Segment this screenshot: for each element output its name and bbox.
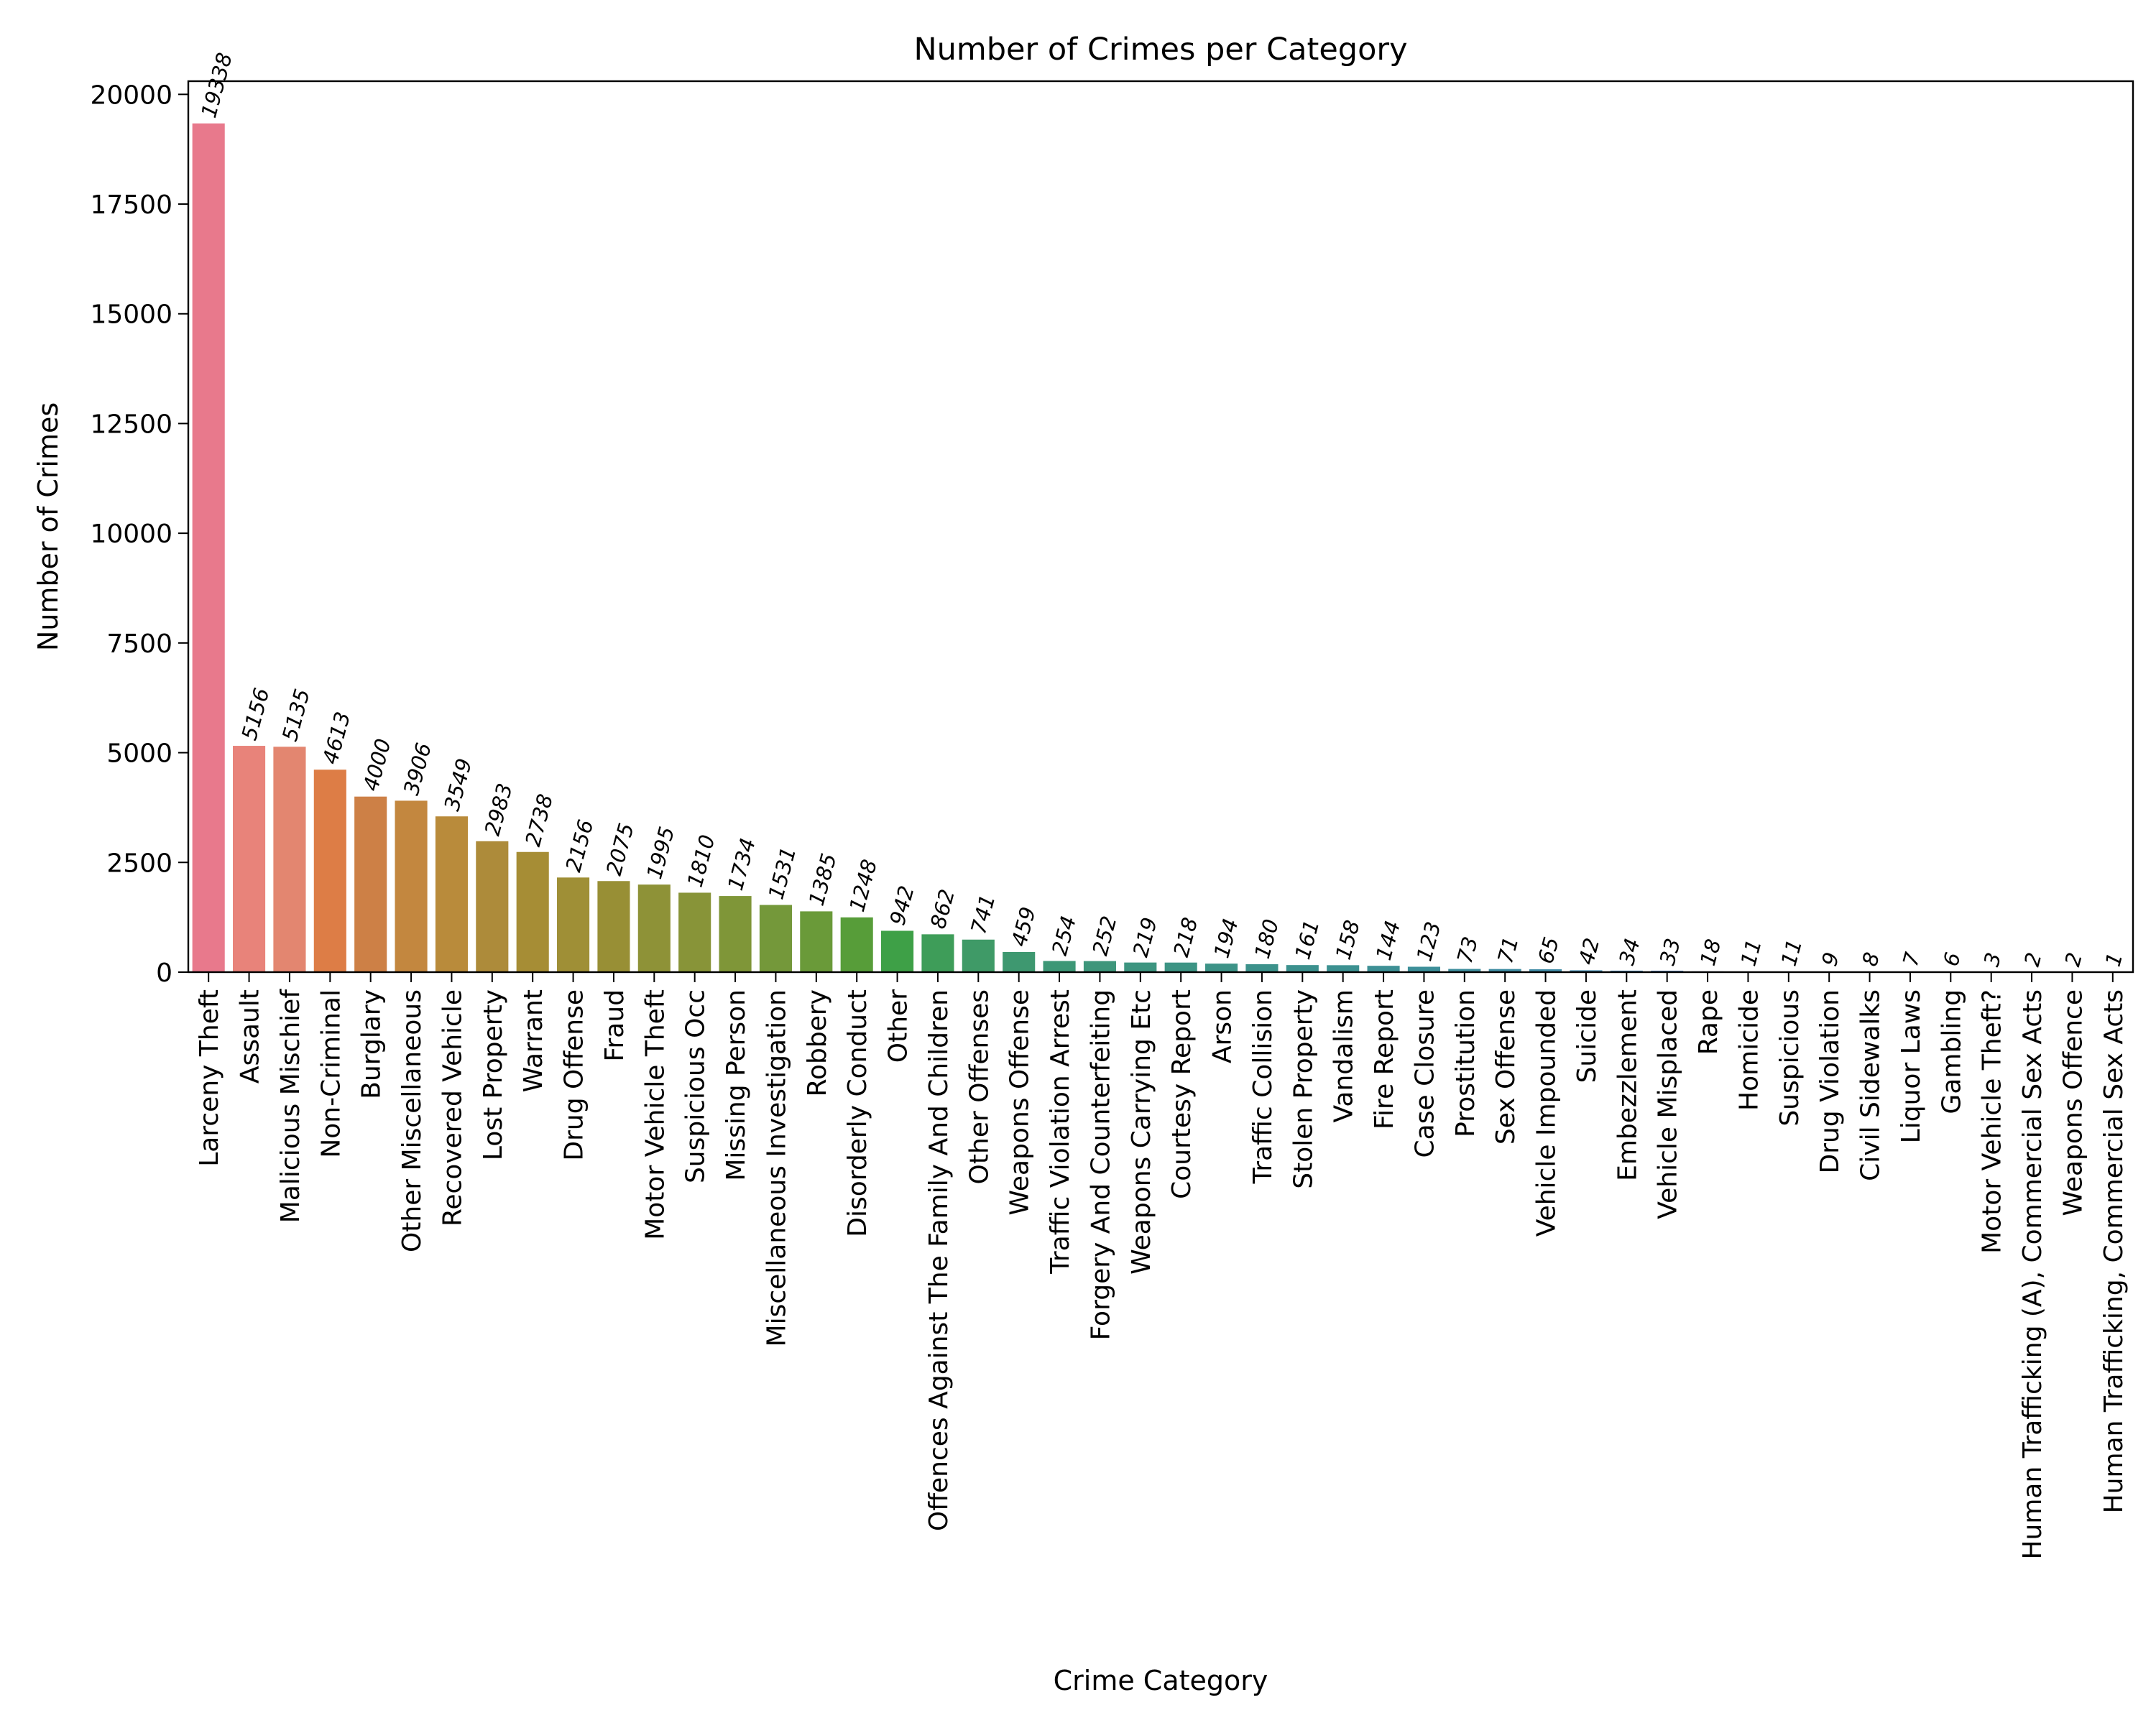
x-tick-label: Homicide bbox=[1734, 989, 1764, 1111]
x-tick-label: Disorderly Conduct bbox=[843, 989, 872, 1237]
x-tick-label: Drug Offense bbox=[560, 989, 589, 1161]
bar bbox=[1245, 964, 1278, 972]
x-tick-label: Suspicious bbox=[1775, 989, 1805, 1127]
bar bbox=[1286, 965, 1319, 972]
x-tick-label: Weapons Carrying Etc bbox=[1127, 989, 1156, 1275]
bar bbox=[597, 881, 630, 972]
bar bbox=[800, 911, 832, 972]
x-tick-label: Traffic Collision bbox=[1248, 989, 1278, 1184]
bar bbox=[1084, 961, 1116, 972]
y-tick-label: 15000 bbox=[90, 300, 172, 330]
x-tick-label: Human Trafficking (A), Commercial Sex Ac… bbox=[2018, 989, 2047, 1560]
bar bbox=[1327, 965, 1359, 972]
x-tick-label: Prostitution bbox=[1451, 989, 1480, 1137]
bar bbox=[962, 940, 995, 972]
x-tick-label: Weapons Offence bbox=[2058, 989, 2088, 1216]
x-tick-label: Lost Property bbox=[479, 989, 508, 1160]
x-tick-label: Motor Vehicle Theft bbox=[640, 989, 670, 1240]
y-tick-label: 10000 bbox=[90, 519, 172, 549]
x-tick-label: Liquor Laws bbox=[1897, 989, 1926, 1143]
bar bbox=[881, 930, 913, 972]
bar bbox=[841, 918, 873, 972]
x-tick-label: Fire Report bbox=[1370, 989, 1399, 1129]
x-tick-label: Forgery And Counterfeiting bbox=[1086, 989, 1115, 1340]
y-tick-label: 2500 bbox=[106, 849, 172, 878]
bar bbox=[1124, 963, 1156, 972]
x-tick-label: Fraud bbox=[600, 989, 630, 1062]
y-tick-label: 0 bbox=[156, 958, 172, 988]
x-tick-label: Warrant bbox=[519, 989, 548, 1092]
x-tick-label: Offences Against The Family And Children bbox=[924, 989, 954, 1531]
bar bbox=[678, 892, 711, 972]
bar bbox=[314, 770, 346, 972]
x-tick-label: Arson bbox=[1208, 989, 1238, 1063]
x-tick-label: Weapons Offense bbox=[1005, 989, 1035, 1216]
x-tick-label: Suicide bbox=[1572, 989, 1602, 1083]
x-tick-label: Traffic Violation Arrest bbox=[1046, 989, 1075, 1275]
x-tick-label: Larceny Theft bbox=[195, 989, 224, 1167]
bar bbox=[760, 905, 792, 972]
bar bbox=[1165, 963, 1197, 972]
x-tick-label: Stolen Property bbox=[1289, 989, 1318, 1189]
x-tick-label: Gambling bbox=[1937, 989, 1966, 1114]
bar bbox=[638, 884, 671, 972]
x-tick-label: Other Miscellaneous bbox=[397, 989, 427, 1252]
bar bbox=[436, 816, 468, 972]
x-tick-label: Rape bbox=[1694, 989, 1723, 1055]
y-tick-label: 17500 bbox=[90, 190, 172, 220]
y-tick-label: 12500 bbox=[90, 410, 172, 439]
x-tick-label: Case Closure bbox=[1410, 989, 1439, 1158]
x-axis-title: Crime Category bbox=[1054, 1665, 1268, 1696]
x-tick-label: Robbery bbox=[803, 989, 832, 1096]
x-tick-label: Recovered Vehicle bbox=[438, 989, 467, 1226]
bar bbox=[1205, 964, 1238, 972]
x-tick-label: Vehicle Impounded bbox=[1532, 989, 1562, 1237]
x-tick-label: Drug Violation bbox=[1815, 989, 1845, 1174]
bar bbox=[273, 747, 305, 972]
bar bbox=[1368, 966, 1400, 972]
x-tick-label: Malicious Mischief bbox=[276, 989, 305, 1224]
y-tick-label: 7500 bbox=[106, 629, 172, 659]
bar bbox=[395, 800, 428, 972]
x-tick-label: Sex Offense bbox=[1491, 989, 1521, 1145]
bar bbox=[921, 934, 954, 972]
y-tick-label: 5000 bbox=[106, 739, 172, 769]
bar bbox=[233, 746, 265, 972]
x-tick-label: Miscellaneous Investigation bbox=[762, 989, 791, 1346]
x-tick-label: Courtesy Report bbox=[1167, 989, 1197, 1199]
x-tick-label: Vehicle Misplaced bbox=[1654, 989, 1683, 1219]
x-tick-label: Other Offenses bbox=[964, 989, 994, 1184]
x-tick-label: Other bbox=[884, 989, 913, 1063]
y-axis-title: Number of Crimes bbox=[32, 402, 64, 651]
x-tick-label: Non-Criminal bbox=[316, 989, 346, 1158]
bar bbox=[719, 896, 752, 972]
bar bbox=[557, 877, 589, 972]
x-tick-label: Vandalism bbox=[1330, 989, 1359, 1122]
y-tick-label: 20000 bbox=[90, 80, 172, 110]
x-tick-label: Civil Sidewalks bbox=[1856, 989, 1886, 1181]
x-tick-label: Suspicious Occ bbox=[681, 989, 711, 1183]
bar bbox=[476, 841, 508, 972]
bar bbox=[1003, 952, 1035, 972]
x-tick-label: Assault bbox=[236, 989, 265, 1084]
x-tick-label: Missing Person bbox=[722, 989, 751, 1181]
x-tick-label: Burglary bbox=[357, 989, 387, 1099]
x-tick-label: Human Trafficking, Commercial Sex Acts bbox=[2099, 989, 2129, 1513]
bar bbox=[517, 852, 549, 972]
bar bbox=[193, 124, 225, 972]
bar bbox=[354, 797, 387, 972]
chart-title: Number of Crimes per Category bbox=[913, 32, 1407, 68]
x-tick-label: Motor Vehicle Theft? bbox=[1978, 989, 2007, 1254]
x-tick-label: Embezzlement bbox=[1613, 989, 1642, 1181]
bar bbox=[1044, 961, 1076, 972]
